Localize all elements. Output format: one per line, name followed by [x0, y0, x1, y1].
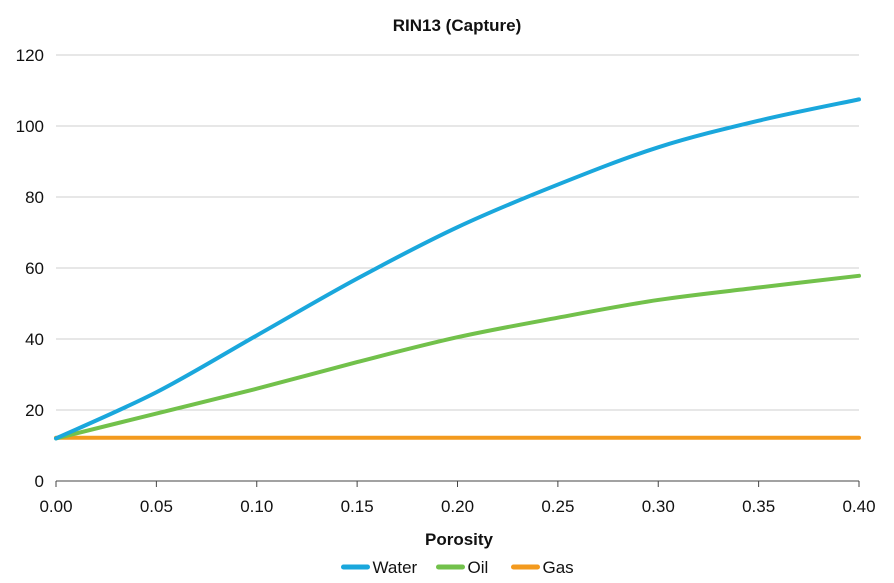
x-axis-title: Porosity: [425, 530, 494, 549]
x-tick-label: 0.00: [39, 497, 72, 516]
y-tick-label: 0: [35, 472, 44, 491]
gridlines: [56, 54, 859, 411]
y-tick-label: 100: [16, 117, 44, 136]
x-axis-ticks: 0.00 0.05 0.10 0.15 0.20 0.25 0.30 0.35 0.40: [39, 481, 876, 516]
chart-title: RIN13 (Capture): [393, 16, 521, 35]
x-tick-label: 0.30: [642, 497, 675, 516]
x-tick-label: 0.05: [140, 497, 173, 516]
series-line-water: [54, 97, 861, 441]
x-tick-label: 0.20: [441, 497, 474, 516]
y-tick-label: 20: [25, 401, 44, 420]
series-line-oil: [54, 273, 861, 441]
legend: Water Oil Gas: [341, 558, 574, 577]
y-tick-label: 80: [25, 188, 44, 207]
y-tick-label: 40: [25, 330, 44, 349]
x-tick-label: 0.25: [541, 497, 574, 516]
legend-label-gas: Gas: [543, 558, 574, 577]
x-tick-label: 0.40: [842, 497, 875, 516]
x-tick-label: 0.35: [742, 497, 775, 516]
y-tick-label: 120: [16, 46, 44, 65]
legend-label-water: Water: [373, 558, 418, 577]
x-tick-label: 0.10: [240, 497, 273, 516]
legend-label-oil: Oil: [468, 558, 489, 577]
series-lines: [54, 97, 861, 441]
x-tick-label: 0.15: [341, 497, 374, 516]
y-tick-label: 60: [25, 259, 44, 278]
y-axis-ticks: 0 20 40 60 80 100 120: [16, 46, 44, 491]
